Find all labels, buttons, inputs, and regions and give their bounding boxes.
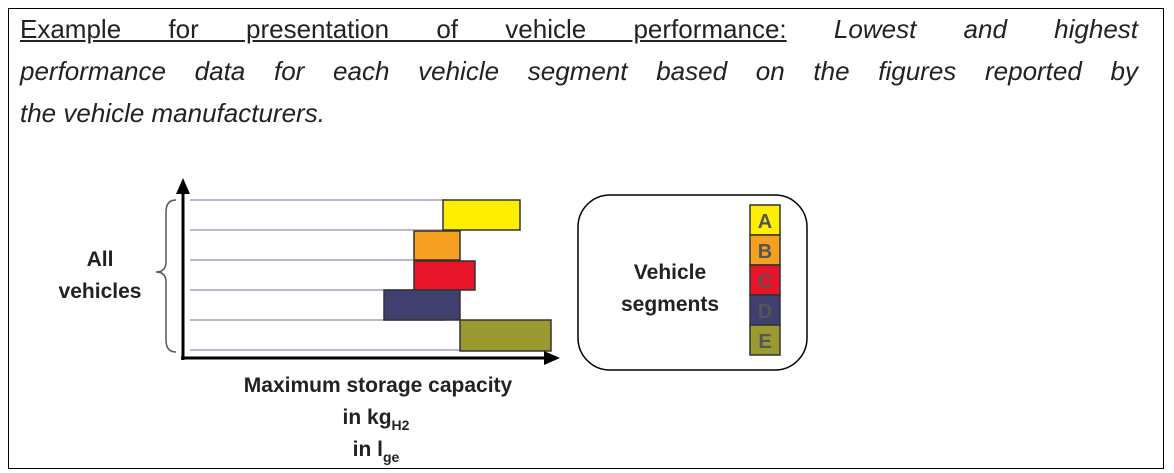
text-line: performance data for each vehicle segmen… — [20, 56, 1138, 86]
legend-swatch — [749, 294, 781, 326]
frame — [8, 8, 1164, 469]
bar — [383, 289, 461, 321]
x-label-part: in l — [353, 438, 383, 461]
x-label: in lge — [353, 438, 400, 465]
brace — [155, 199, 177, 353]
legend-title: segments — [621, 293, 719, 316]
legend-swatch — [749, 234, 781, 266]
bar — [459, 319, 552, 352]
legend-letter: B — [758, 241, 772, 263]
y-label: All — [87, 248, 114, 271]
legend-title: Vehicle — [634, 261, 706, 284]
bar — [413, 260, 476, 291]
subscript: ge — [383, 449, 400, 465]
x-label-part: in kg — [343, 406, 392, 429]
arrow — [544, 351, 560, 365]
legend-letter: E — [758, 331, 771, 353]
text-line: the vehicle manufacturers. — [20, 98, 325, 128]
y-label: vehicles — [59, 280, 142, 303]
header-line: Example for presentation of vehicle perf… — [20, 14, 1138, 45]
text-line: Lowest and highest — [833, 14, 1139, 44]
x-label: Maximum storage capacity — [244, 374, 513, 397]
legend-letter: C — [758, 271, 772, 293]
subscript: H2 — [392, 417, 410, 433]
legend-swatch — [749, 324, 781, 356]
legend-letter: A — [758, 211, 772, 233]
legend-swatch — [749, 204, 781, 236]
bars — [383, 199, 552, 352]
bar — [413, 230, 461, 261]
x-label: in kgH2 — [343, 406, 410, 433]
bar — [442, 199, 521, 231]
arrow — [176, 178, 190, 194]
legend-letter: D — [758, 301, 772, 323]
intro: Example for presentation of vehicle perf… — [20, 14, 787, 44]
